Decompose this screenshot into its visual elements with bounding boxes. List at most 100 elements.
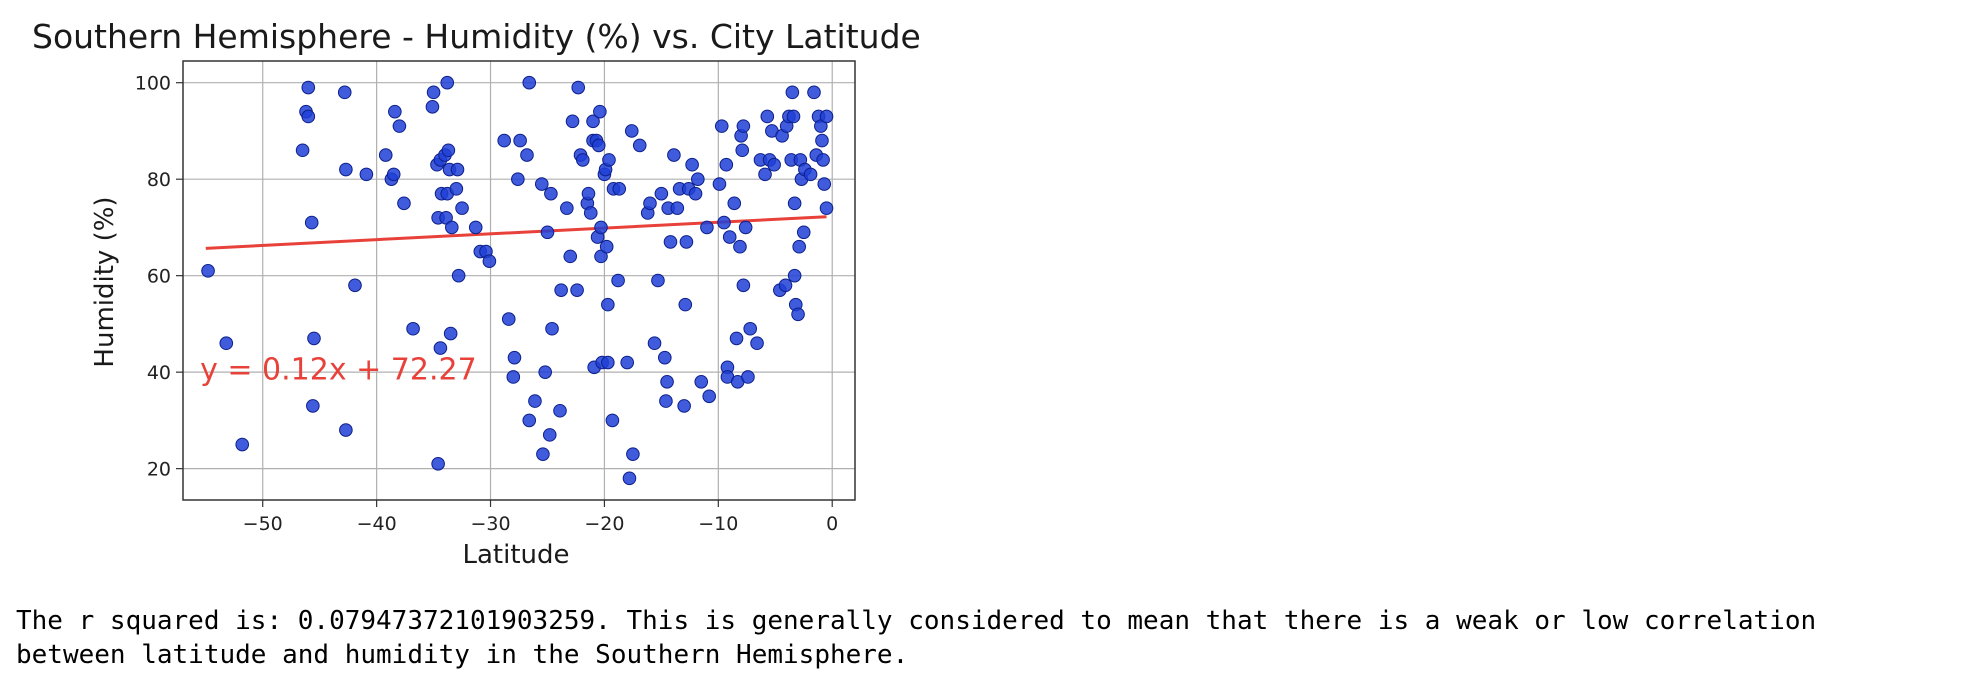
data-point [796, 225, 811, 240]
x-tick-label: −20 [584, 513, 624, 535]
r-squared-output: The r squared is: 0.07947372101903259. T… [16, 606, 1817, 670]
data-point [388, 104, 402, 119]
data-point [736, 278, 751, 293]
data-point [679, 235, 694, 249]
data-point [482, 254, 497, 269]
data-point [717, 215, 731, 230]
data-point [201, 264, 215, 278]
x-tick-label: −30 [470, 513, 510, 535]
data-point [632, 138, 647, 153]
x-tick-label: 0 [826, 513, 838, 535]
data-point [540, 225, 555, 240]
y-axis-label: Humidity (%) [90, 196, 120, 367]
data-point [536, 447, 550, 461]
data-point [406, 321, 420, 336]
data-point [778, 278, 793, 293]
x-tick-label: −10 [698, 513, 738, 535]
data-point [497, 133, 511, 148]
data-point [445, 220, 459, 235]
x-tick-label: −40 [357, 513, 397, 535]
data-point [736, 119, 751, 133]
data-point [702, 389, 717, 404]
data-point [522, 75, 537, 90]
data-point [727, 196, 742, 211]
data-point [348, 278, 362, 293]
data-point [304, 215, 319, 230]
regression-equation: y = 0.12x + 72.27 [200, 352, 477, 387]
data-point [513, 133, 527, 148]
data-point [451, 268, 466, 283]
data-point [339, 423, 353, 437]
data-point [295, 143, 310, 158]
data-point [611, 273, 625, 288]
data-point [815, 133, 829, 148]
data-point [601, 297, 615, 312]
data-point [729, 331, 744, 346]
data-point [817, 177, 832, 191]
data-point [791, 307, 805, 322]
y-tick-label: 80 [147, 169, 171, 191]
data-point [694, 375, 709, 389]
chart-title: Southern Hemisphere - Humidity (%) vs. C… [32, 17, 921, 56]
data-point [449, 182, 464, 196]
data-point [359, 167, 374, 182]
data-point [741, 370, 755, 384]
data-point [700, 220, 714, 235]
data-point [307, 331, 321, 346]
data-point [816, 153, 830, 167]
data-point [306, 399, 320, 413]
data-point [301, 109, 316, 124]
y-tick-label: 20 [147, 459, 171, 481]
data-point [660, 375, 674, 389]
data-point [235, 437, 250, 452]
data-point [538, 365, 552, 379]
data-point [667, 148, 681, 162]
x-axis: −50 −40 −30 −20 −10 0 [243, 500, 838, 535]
data-point [803, 167, 818, 182]
data-point [743, 321, 758, 336]
data-point [785, 85, 800, 100]
data-point [386, 167, 401, 182]
data-point [807, 85, 821, 100]
data-point [722, 230, 737, 244]
data-point [542, 428, 557, 442]
data-point [733, 239, 747, 254]
data-point [719, 157, 734, 172]
data-point [426, 85, 441, 100]
data-point [819, 109, 834, 124]
data-point [738, 220, 753, 235]
data-point [553, 403, 567, 418]
data-point [392, 119, 407, 133]
data-point [506, 370, 521, 384]
data-point [612, 182, 627, 196]
data-point [545, 321, 559, 336]
data-point [563, 249, 578, 264]
data-point [688, 186, 703, 201]
data-point [534, 177, 549, 191]
data-point [712, 177, 727, 191]
data-point [570, 283, 584, 297]
data-point [544, 186, 558, 201]
data-point [750, 336, 764, 351]
data-point [787, 268, 802, 283]
data-point [501, 312, 516, 326]
data-point [378, 148, 393, 162]
data-point [441, 143, 456, 158]
data-point [591, 138, 606, 153]
data-point [786, 109, 801, 124]
data-point [760, 109, 775, 124]
data-point [507, 350, 522, 365]
data-point [583, 206, 598, 220]
data-point [605, 413, 620, 428]
data-point [735, 143, 750, 158]
data-point [455, 201, 469, 215]
data-point [443, 326, 458, 341]
data-point [565, 114, 580, 129]
y-tick-label: 60 [147, 266, 171, 288]
scatter-chart: Southern Hemisphere - Humidity (%) vs. C… [32, 17, 921, 570]
data-point [554, 283, 568, 297]
data-point [440, 75, 455, 90]
data-point [620, 355, 635, 370]
data-point [575, 153, 590, 167]
data-point [425, 100, 440, 114]
